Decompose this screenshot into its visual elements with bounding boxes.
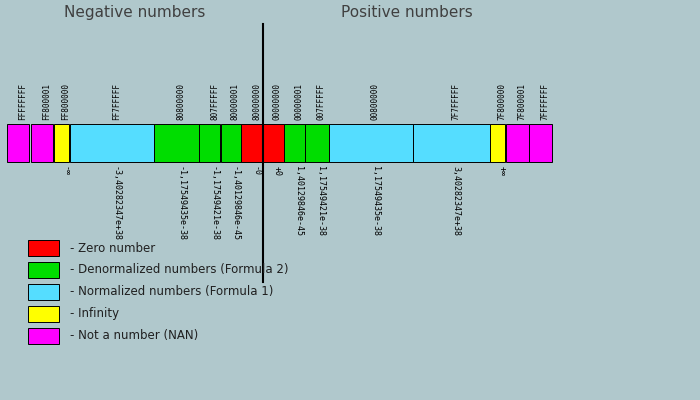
Bar bbox=[154, 124, 199, 162]
Bar bbox=[28, 284, 60, 300]
Text: FF800000: FF800000 bbox=[62, 83, 71, 120]
Bar bbox=[70, 124, 154, 162]
Bar bbox=[28, 306, 60, 322]
Text: 80000001: 80000001 bbox=[231, 83, 240, 120]
Bar bbox=[199, 124, 220, 162]
Text: 1,17549421e-38: 1,17549421e-38 bbox=[316, 166, 326, 236]
Bar bbox=[54, 124, 69, 162]
Text: - Normalized numbers (Formula 1): - Normalized numbers (Formula 1) bbox=[70, 286, 274, 298]
Text: 00000001: 00000001 bbox=[294, 83, 303, 120]
Bar bbox=[262, 124, 284, 162]
Text: 80000000: 80000000 bbox=[252, 83, 261, 120]
Text: 3,40282347e+38: 3,40282347e+38 bbox=[452, 166, 461, 236]
Text: FF800001: FF800001 bbox=[42, 83, 51, 120]
Bar bbox=[490, 124, 505, 162]
Bar bbox=[7, 124, 29, 162]
Text: Positive numbers: Positive numbers bbox=[341, 5, 473, 20]
Text: - Zero number: - Zero number bbox=[70, 242, 155, 254]
Text: - Denormalized numbers (Formula 2): - Denormalized numbers (Formula 2) bbox=[70, 264, 288, 276]
Bar bbox=[329, 124, 413, 162]
Text: 1,17549435e-38: 1,17549435e-38 bbox=[371, 166, 380, 236]
Bar bbox=[506, 124, 528, 162]
Text: 00800000: 00800000 bbox=[371, 83, 380, 120]
Text: 7F7FFFFF: 7F7FFFFF bbox=[452, 83, 461, 120]
Text: -0: -0 bbox=[252, 166, 261, 176]
Text: Negative numbers: Negative numbers bbox=[64, 5, 205, 20]
Bar bbox=[28, 328, 60, 344]
Bar bbox=[220, 124, 241, 162]
Text: FFFFFFFF: FFFFFFFF bbox=[18, 83, 27, 120]
Bar bbox=[413, 124, 490, 162]
Bar bbox=[304, 124, 329, 162]
Bar bbox=[529, 124, 552, 162]
Text: 7FFFFFFF: 7FFFFFFF bbox=[540, 83, 550, 120]
Text: 7F800000: 7F800000 bbox=[498, 83, 507, 120]
Text: 80800000: 80800000 bbox=[176, 83, 186, 120]
Text: 807FFFFF: 807FFFFF bbox=[210, 83, 219, 120]
Text: - Not a number (NAN): - Not a number (NAN) bbox=[70, 330, 198, 342]
Text: -∞: -∞ bbox=[62, 166, 71, 176]
Bar bbox=[31, 124, 53, 162]
Text: 00000000: 00000000 bbox=[273, 83, 282, 120]
Bar bbox=[241, 124, 262, 162]
Bar bbox=[284, 124, 304, 162]
Text: FF7FFFFF: FF7FFFFF bbox=[112, 83, 121, 120]
Bar bbox=[28, 262, 60, 278]
Text: 007FFFFF: 007FFFFF bbox=[316, 83, 326, 120]
Text: -1,40129846e-45: -1,40129846e-45 bbox=[231, 166, 240, 241]
Text: -1,17549421e-38: -1,17549421e-38 bbox=[210, 166, 219, 241]
Text: +∞: +∞ bbox=[498, 166, 507, 176]
Bar bbox=[28, 240, 60, 256]
Text: +0: +0 bbox=[273, 166, 282, 176]
Text: 7F800001: 7F800001 bbox=[517, 83, 526, 120]
Text: -1,17549435e-38: -1,17549435e-38 bbox=[176, 166, 186, 241]
Text: -3,40282347e+38: -3,40282347e+38 bbox=[112, 166, 121, 241]
Text: 1,40129846e-45: 1,40129846e-45 bbox=[294, 166, 303, 236]
Text: - Infinity: - Infinity bbox=[70, 308, 119, 320]
